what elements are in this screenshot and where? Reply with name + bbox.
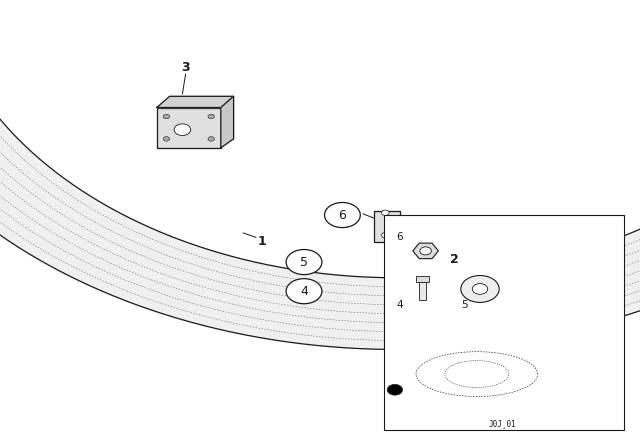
Circle shape [472, 284, 488, 294]
Polygon shape [0, 22, 640, 349]
FancyBboxPatch shape [384, 240, 389, 255]
Text: 1: 1 [258, 235, 267, 249]
Text: 6: 6 [397, 233, 403, 242]
Circle shape [163, 137, 170, 141]
Text: 4: 4 [397, 300, 403, 310]
Circle shape [163, 114, 170, 119]
FancyBboxPatch shape [419, 282, 426, 300]
Text: 5: 5 [300, 255, 308, 269]
Text: 6: 6 [339, 208, 346, 222]
Circle shape [208, 114, 214, 119]
Polygon shape [413, 243, 438, 258]
Ellipse shape [468, 216, 479, 232]
Circle shape [324, 202, 360, 228]
Circle shape [208, 137, 214, 141]
Circle shape [420, 247, 431, 255]
Circle shape [286, 279, 322, 304]
Circle shape [286, 250, 322, 275]
Polygon shape [157, 96, 234, 108]
Text: 5: 5 [461, 300, 467, 310]
Text: 3: 3 [181, 60, 190, 74]
FancyBboxPatch shape [416, 276, 429, 282]
Circle shape [381, 210, 389, 215]
FancyBboxPatch shape [384, 215, 624, 430]
Circle shape [381, 233, 389, 238]
Circle shape [461, 276, 499, 302]
Polygon shape [221, 96, 234, 148]
Text: 2: 2 [450, 253, 459, 267]
Text: J0J¸01: J0J¸01 [488, 419, 516, 428]
Circle shape [174, 124, 191, 135]
FancyBboxPatch shape [374, 211, 400, 242]
FancyBboxPatch shape [157, 108, 221, 148]
Circle shape [387, 384, 403, 395]
Text: 4: 4 [300, 284, 308, 298]
